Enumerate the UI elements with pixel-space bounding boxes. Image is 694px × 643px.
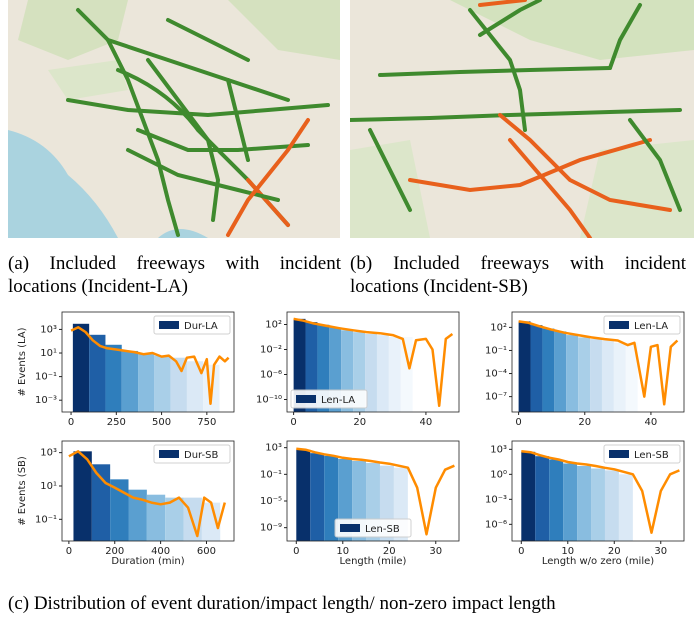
legend-label: Len-SB bbox=[365, 524, 400, 535]
histogram-grid: 0 250 500 750 10³ 10¹ 10⁻¹ 10⁻³ # Events (LA) Dur… bbox=[0, 0, 694, 580]
page: { "captions": { "a": "(a) Included freew… bbox=[0, 0, 694, 643]
bar bbox=[590, 339, 602, 412]
bar bbox=[73, 451, 91, 541]
legend-label: Len-LA bbox=[634, 321, 668, 332]
bar bbox=[566, 335, 578, 412]
legend-swatch bbox=[609, 321, 629, 329]
bar bbox=[549, 460, 563, 541]
x-tick-label: 0 bbox=[518, 546, 524, 557]
x-axis-label: Length (mile) bbox=[340, 556, 407, 567]
bar bbox=[73, 324, 89, 412]
bar bbox=[377, 335, 389, 412]
x-tick-label: 20 bbox=[578, 417, 591, 428]
x-tick-label: 30 bbox=[654, 546, 667, 557]
y-tick-label: 10⁻³ bbox=[35, 395, 57, 406]
y-tick-label: 10⁻⁶ bbox=[260, 370, 282, 381]
y-tick-label: 10¹ bbox=[40, 481, 57, 492]
y-tick-label: 10² bbox=[490, 322, 507, 333]
x-tick-label: 0 bbox=[66, 546, 72, 557]
x-axis-label: Duration (min) bbox=[111, 556, 184, 567]
legend-label: Len-LA bbox=[321, 395, 355, 406]
bar bbox=[531, 325, 543, 412]
bar bbox=[122, 351, 138, 412]
x-tick-label: 500 bbox=[152, 417, 171, 428]
bar bbox=[535, 456, 549, 541]
y-tick-label: 10⁻¹ bbox=[485, 345, 507, 356]
bar bbox=[92, 464, 110, 541]
y-axis-label: # Events (LA) bbox=[17, 327, 28, 396]
plot-area bbox=[69, 451, 225, 541]
bar bbox=[591, 469, 605, 541]
x-tick-label: 30 bbox=[429, 546, 442, 557]
y-tick-label: 10⁻¹ bbox=[35, 514, 57, 525]
bar bbox=[389, 337, 401, 412]
y-tick-label: 10³ bbox=[40, 448, 57, 459]
bar bbox=[577, 466, 591, 541]
y-tick-label: 10⁻¹ bbox=[260, 469, 282, 480]
y-tick-label: 10³ bbox=[265, 443, 282, 454]
legend-label: Dur-LA bbox=[184, 321, 218, 332]
x-tick-label: 40 bbox=[645, 417, 658, 428]
y-tick-label: 10⁻¹ bbox=[35, 372, 57, 383]
bar bbox=[614, 343, 626, 412]
legend-swatch bbox=[296, 395, 316, 403]
bar bbox=[602, 340, 614, 412]
x-tick-label: 0 bbox=[68, 417, 74, 428]
y-tick-label: 10⁻⁵ bbox=[260, 496, 282, 507]
legend-swatch bbox=[609, 450, 629, 458]
legend-swatch bbox=[159, 450, 179, 458]
bar bbox=[105, 345, 121, 412]
y-tick-label: 10³ bbox=[490, 444, 507, 455]
y-tick-label: 10⁻² bbox=[260, 345, 282, 356]
bar bbox=[554, 331, 566, 412]
plot-area bbox=[71, 324, 229, 412]
x-tick-label: 0 bbox=[515, 417, 521, 428]
bar bbox=[605, 470, 619, 541]
bar bbox=[542, 329, 554, 412]
bar bbox=[310, 453, 324, 541]
legend-label: Len-SB bbox=[634, 450, 669, 461]
legend-swatch bbox=[340, 524, 360, 532]
bar bbox=[519, 321, 531, 412]
legend-swatch bbox=[159, 321, 179, 329]
bar bbox=[154, 356, 170, 412]
bar bbox=[296, 450, 310, 541]
y-tick-label: 10⁻⁹ bbox=[260, 523, 282, 534]
y-tick-label: 10⁻³ bbox=[485, 494, 507, 505]
x-tick-label: 250 bbox=[107, 417, 126, 428]
y-tick-label: 10² bbox=[265, 320, 282, 331]
x-tick-label: 750 bbox=[197, 417, 216, 428]
y-tick-label: 10¹ bbox=[40, 348, 57, 359]
plot-area bbox=[519, 321, 678, 412]
bar bbox=[138, 353, 154, 412]
y-tick-label: 10⁻⁴ bbox=[485, 369, 507, 380]
y-tick-label: 10⁻¹⁰ bbox=[256, 395, 282, 406]
y-tick-label: 10³ bbox=[40, 324, 57, 335]
bar bbox=[521, 452, 535, 541]
plot-area bbox=[521, 451, 679, 541]
x-axis-label: Length w/o zero (mile) bbox=[542, 556, 654, 567]
x-tick-label: 600 bbox=[197, 546, 216, 557]
bar bbox=[563, 463, 577, 541]
legend-label: Dur-SB bbox=[184, 450, 218, 461]
x-tick-label: 0 bbox=[290, 417, 296, 428]
y-tick-label: 10⁻⁶ bbox=[485, 519, 507, 530]
bar bbox=[578, 337, 590, 412]
y-tick-label: 10⁻⁷ bbox=[485, 392, 507, 403]
bar bbox=[110, 479, 128, 541]
y-tick-label: 10⁰ bbox=[490, 469, 507, 480]
x-tick-label: 20 bbox=[353, 417, 366, 428]
y-axis-label: # Events (SB) bbox=[17, 456, 28, 526]
x-tick-label: 40 bbox=[420, 417, 433, 428]
x-tick-label: 0 bbox=[293, 546, 299, 557]
bar bbox=[619, 474, 633, 541]
caption-c: (c) Distribution of event duration/impac… bbox=[8, 592, 686, 615]
bar bbox=[401, 337, 413, 412]
